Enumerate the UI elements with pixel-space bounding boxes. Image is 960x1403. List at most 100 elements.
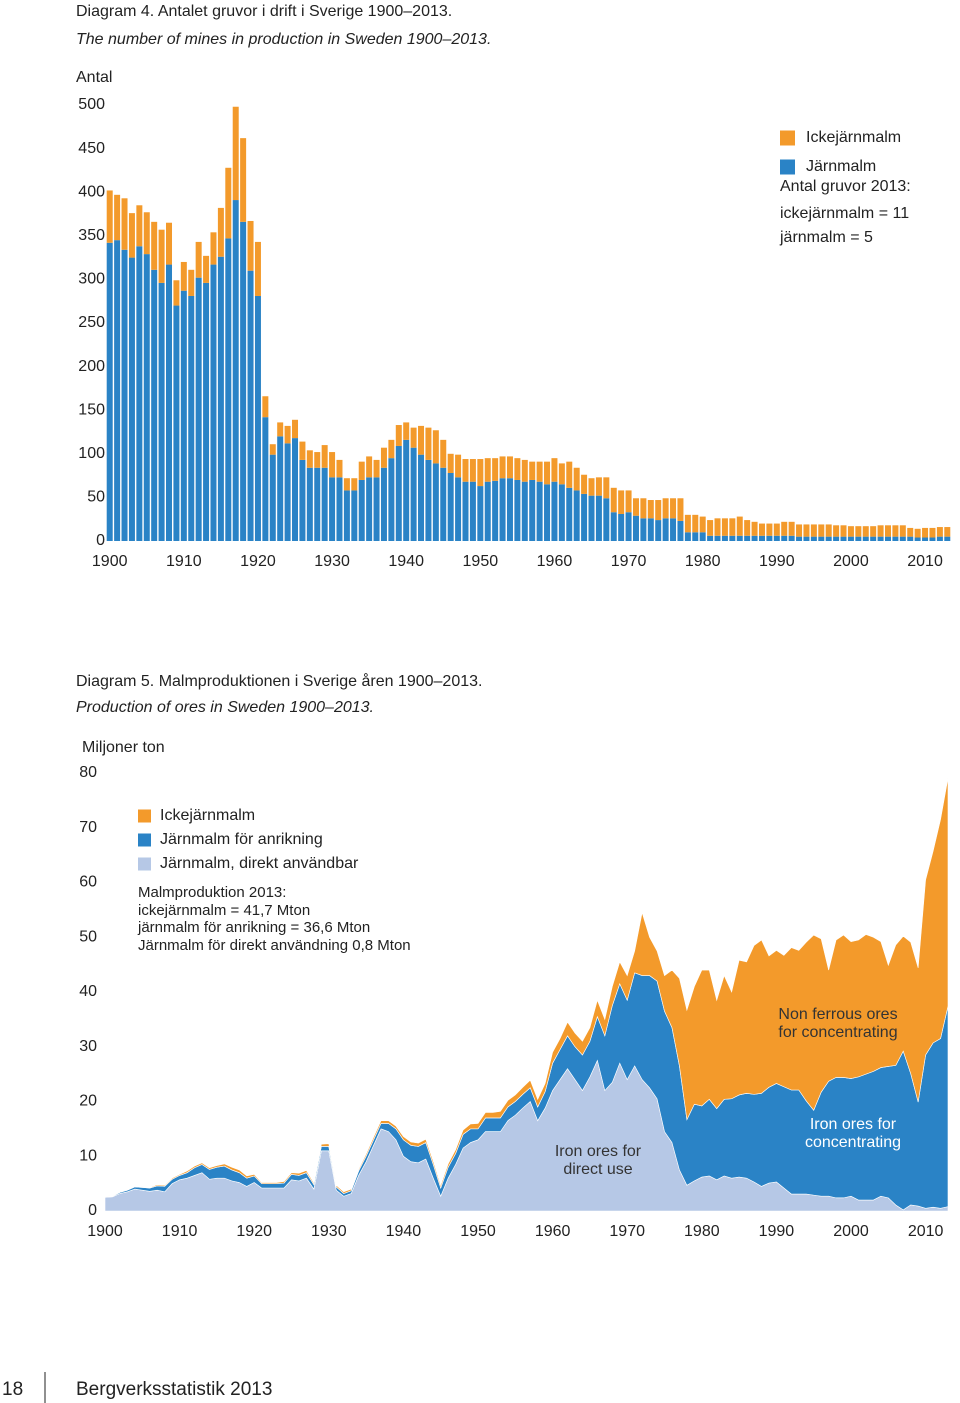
- bar-segment: [180, 290, 187, 541]
- bar-segment: [240, 138, 247, 222]
- legend-label: Ickejärnmalm: [160, 807, 255, 824]
- bar-segment: [551, 481, 558, 541]
- bar-segment: [566, 487, 573, 541]
- bar-segment: [336, 477, 343, 541]
- bar-segment: [529, 461, 536, 480]
- bar-segment: [306, 467, 313, 541]
- bar-segment: [907, 536, 914, 541]
- x-tick-label: 2010: [908, 1223, 944, 1240]
- bar-segment: [343, 490, 350, 541]
- y-tick-label: 80: [79, 764, 97, 781]
- bar-segment: [610, 487, 617, 513]
- x-tick-label: 1990: [759, 553, 795, 570]
- bar-segment: [655, 500, 662, 521]
- bar-segment: [640, 498, 647, 519]
- bar-segment: [314, 467, 321, 541]
- bar-segment: [855, 536, 862, 541]
- bar-segment: [203, 255, 210, 283]
- bar-segment: [262, 417, 269, 541]
- bar-segment: [870, 536, 877, 541]
- y-tick-label: 400: [78, 183, 105, 200]
- bar-segment: [803, 524, 810, 537]
- bar-segment: [662, 498, 669, 519]
- bar-segment: [143, 212, 150, 255]
- bar-segment: [670, 498, 677, 519]
- bar-segment: [692, 532, 699, 541]
- bar-segment: [603, 477, 610, 499]
- bar-segment: [373, 459, 380, 478]
- annotation: Non ferrous ores: [778, 1006, 897, 1023]
- bar-segment: [603, 498, 610, 541]
- footer-title: Bergverksstatistik 2013: [76, 1379, 272, 1400]
- bar-segment: [136, 246, 143, 542]
- bar-segment: [922, 537, 929, 541]
- bar-segment: [188, 295, 195, 541]
- chart-title: Diagram 5. Malmproduktionen i Sverige år…: [76, 672, 482, 690]
- bar-segment: [158, 282, 165, 541]
- bar-segment: [462, 481, 469, 541]
- bar-segment: [284, 443, 291, 541]
- bar-segment: [247, 220, 254, 271]
- bar-segment: [670, 518, 677, 541]
- legend-swatch: [780, 159, 795, 175]
- bar-segment: [314, 452, 321, 468]
- y-tick-label: 30: [79, 1038, 97, 1055]
- bar-segment: [551, 458, 558, 482]
- bar-segment: [469, 459, 476, 482]
- bar-segment: [751, 521, 758, 536]
- bar-segment: [899, 525, 906, 537]
- bar-segment: [477, 459, 484, 487]
- bar-segment: [662, 518, 669, 541]
- x-tick-label: 1930: [311, 1223, 347, 1240]
- x-tick-label: 1910: [166, 553, 202, 570]
- bar-segment: [262, 396, 269, 418]
- bar-segment: [558, 484, 565, 541]
- bar-segment: [388, 458, 395, 541]
- y-tick-label: 450: [78, 140, 105, 157]
- bar-segment: [684, 532, 691, 541]
- bar-segment: [884, 525, 891, 537]
- note: Malmproduktion 2013:: [138, 884, 286, 901]
- bar-segment: [329, 452, 336, 478]
- y-tick-label: 50: [79, 928, 97, 945]
- y-tick-label: 60: [79, 874, 97, 891]
- bar-segment: [217, 207, 224, 257]
- note: Antal gruvor 2013:: [780, 178, 911, 195]
- bar-segment: [128, 213, 135, 258]
- bar-segment: [203, 282, 210, 541]
- y-tick-label: 10: [79, 1147, 97, 1164]
- bar-segment: [625, 490, 632, 513]
- bar-segment: [506, 478, 513, 541]
- y-axis-label: Antal: [76, 69, 112, 86]
- bar-segment: [277, 436, 284, 541]
- bar-segment: [536, 461, 543, 482]
- annotation: Iron ores for: [810, 1116, 897, 1133]
- bar-segment: [410, 427, 417, 448]
- x-tick-label: 1940: [388, 553, 424, 570]
- y-tick-label: 500: [78, 96, 105, 113]
- x-tick-label: 1960: [537, 553, 573, 570]
- bar-segment: [484, 481, 491, 541]
- bar-segment: [254, 295, 261, 541]
- bar-segment: [877, 536, 884, 541]
- x-tick-label: 1950: [460, 1223, 496, 1240]
- x-tick-label: 1920: [240, 553, 276, 570]
- bar-segment: [922, 527, 929, 538]
- bar-segment: [410, 447, 417, 541]
- bar-segment: [818, 536, 825, 541]
- bar-segment: [247, 270, 254, 541]
- bar-segment: [736, 535, 743, 541]
- bar-segment: [292, 419, 299, 439]
- bar-segment: [825, 524, 832, 537]
- y-tick-label: 350: [78, 227, 105, 244]
- bar-segment: [277, 422, 284, 437]
- bar-segment: [825, 536, 832, 541]
- bar-segment: [914, 528, 921, 538]
- bar-segment: [870, 526, 877, 537]
- bar-segment: [106, 190, 113, 243]
- note: Järnmalm för direkt användning 0,8 Mton: [138, 937, 411, 954]
- bar-segment: [366, 456, 373, 478]
- bar-segment: [521, 481, 528, 541]
- legend-swatch: [138, 809, 151, 823]
- bar-segment: [781, 521, 788, 536]
